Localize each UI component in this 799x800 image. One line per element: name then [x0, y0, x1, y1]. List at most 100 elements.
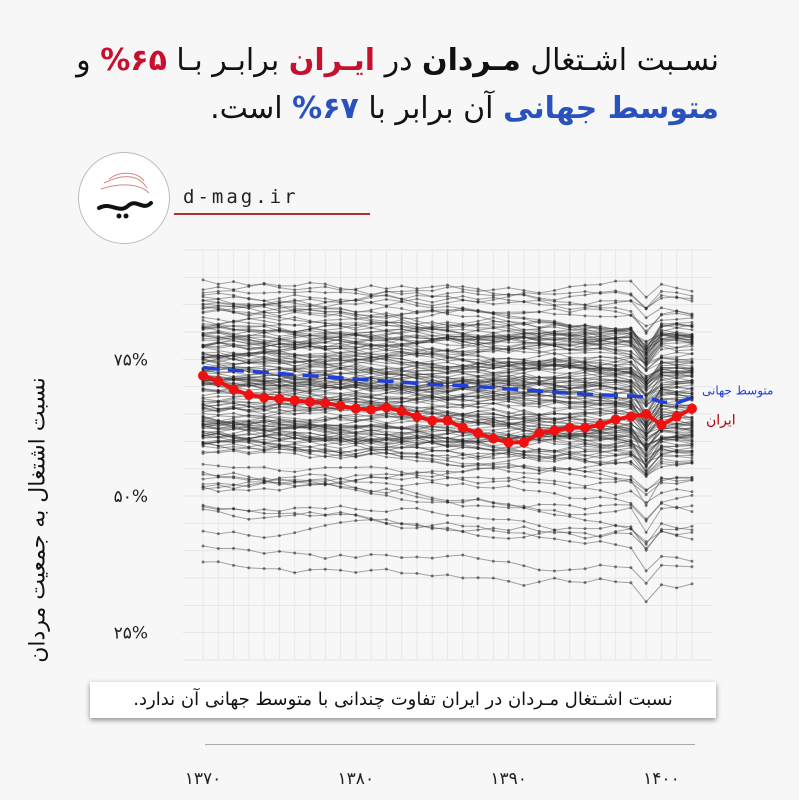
- country-point: [476, 378, 480, 382]
- country-point: [308, 505, 312, 509]
- country-point: [293, 347, 297, 351]
- country-point: [507, 363, 511, 367]
- country-point: [476, 576, 480, 580]
- country-point: [476, 338, 480, 342]
- country-point: [247, 370, 251, 374]
- country-point: [293, 511, 297, 515]
- country-point: [598, 338, 602, 342]
- country-point: [262, 487, 266, 491]
- country-point: [216, 285, 220, 289]
- country-point: [400, 378, 404, 382]
- country-point: [476, 402, 480, 406]
- country-point: [491, 366, 495, 370]
- country-point: [446, 301, 449, 305]
- country-point: [201, 361, 205, 365]
- country-point: [400, 357, 404, 361]
- country-point: [262, 340, 266, 344]
- country-point: [659, 361, 663, 365]
- country-point: [507, 351, 511, 355]
- country-point: [552, 325, 556, 329]
- country-point: [216, 560, 220, 564]
- country-point: [446, 375, 449, 379]
- country-point: [232, 321, 236, 325]
- country-point: [537, 469, 541, 473]
- country-point: [675, 564, 679, 568]
- country-point: [522, 366, 526, 370]
- country-points: [201, 449, 694, 497]
- country-point: [354, 346, 358, 350]
- country-point: [507, 396, 511, 400]
- country-point: [644, 443, 648, 447]
- country-point: [308, 384, 312, 388]
- country-point: [415, 470, 419, 474]
- country-point: [568, 379, 572, 383]
- country-point: [323, 473, 327, 477]
- country-point: [522, 583, 526, 587]
- country-point: [522, 402, 526, 406]
- country-point: [446, 388, 449, 392]
- country-point: [629, 388, 633, 392]
- country-point: [659, 368, 663, 372]
- country-point: [201, 407, 205, 411]
- country-point: [629, 355, 633, 359]
- country-point: [369, 381, 373, 385]
- country-point: [293, 368, 297, 372]
- country-point: [339, 448, 343, 452]
- country-points: [201, 518, 694, 550]
- country-point: [446, 528, 449, 532]
- country-point: [262, 429, 266, 433]
- country-point: [247, 483, 251, 487]
- country-point: [522, 363, 526, 367]
- country-point: [384, 441, 388, 445]
- country-point: [354, 420, 358, 424]
- country-point: [277, 351, 281, 355]
- world-value: ۶۷%: [292, 91, 359, 126]
- country-point: [537, 367, 541, 371]
- country-point: [629, 440, 633, 444]
- country-point: [415, 455, 419, 459]
- country-point: [690, 416, 694, 420]
- country-point: [216, 451, 220, 455]
- country-point: [384, 567, 388, 571]
- country-point: [430, 523, 434, 527]
- country-point: [369, 359, 373, 363]
- country-point: [675, 586, 679, 590]
- country-point: [614, 433, 618, 437]
- country-point: [415, 366, 419, 370]
- country-point: [522, 321, 526, 325]
- country-point: [491, 408, 495, 412]
- country-point: [552, 371, 556, 375]
- country-point: [201, 482, 205, 486]
- country-point: [598, 431, 602, 435]
- country-point: [491, 315, 495, 319]
- country-point: [507, 412, 511, 416]
- country-point: [552, 343, 556, 347]
- country-point: [277, 306, 281, 310]
- country-point: [293, 475, 297, 479]
- country-point: [659, 412, 663, 416]
- country-point: [400, 360, 404, 364]
- country-point: [598, 520, 602, 524]
- country-point: [476, 319, 480, 323]
- country-points: [201, 383, 694, 435]
- country-point: [308, 336, 312, 340]
- country-point: [659, 521, 663, 525]
- country-point: [308, 347, 312, 351]
- country-point: [583, 527, 587, 531]
- country-point: [568, 400, 572, 404]
- country-point: [262, 511, 266, 515]
- country-point: [247, 409, 251, 413]
- country-point: [400, 370, 404, 374]
- country-point: [614, 345, 618, 349]
- country-point: [568, 384, 572, 388]
- country-point: [522, 471, 526, 475]
- country-point: [476, 504, 480, 508]
- country-point: [644, 369, 648, 373]
- country-point: [629, 350, 633, 354]
- country-point: [690, 582, 694, 586]
- country-point: [400, 392, 404, 396]
- country-point: [476, 358, 480, 362]
- country-point: [308, 514, 312, 518]
- country-point: [583, 383, 587, 387]
- country-point: [277, 469, 281, 473]
